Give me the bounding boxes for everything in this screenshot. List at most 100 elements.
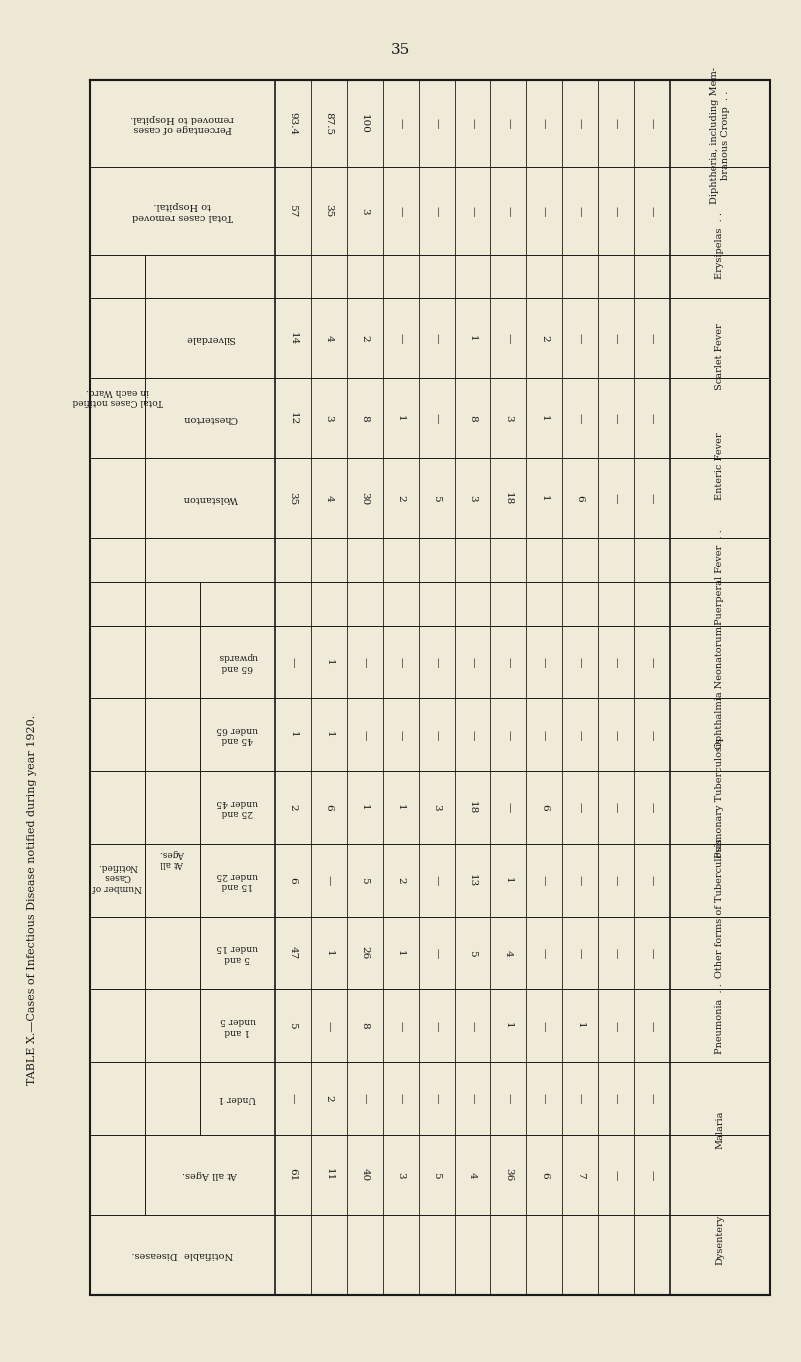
Text: —: —: [647, 1170, 657, 1179]
Text: Silverdale: Silverdale: [185, 334, 235, 343]
Text: —: —: [540, 118, 549, 129]
Text: 1: 1: [396, 415, 405, 422]
Bar: [90, 80, 770, 1295]
Text: Wolstanton: Wolstanton: [183, 494, 238, 503]
Text: —: —: [540, 1020, 549, 1031]
Text: —: —: [432, 1020, 441, 1031]
Text: Chesterton: Chesterton: [183, 414, 237, 422]
Text: Dysentery: Dysentery: [715, 1215, 724, 1265]
Text: Diphtheria, including Mem-
branous Croup  . .: Diphtheria, including Mem- branous Croup…: [710, 67, 730, 204]
Text: 45 and
under 65: 45 and under 65: [216, 725, 259, 745]
Text: —: —: [504, 1094, 513, 1103]
Text: 3: 3: [468, 494, 477, 501]
Text: 2: 2: [360, 335, 369, 342]
Text: Notifiable  Diseases.: Notifiable Diseases.: [131, 1250, 233, 1260]
Text: —: —: [396, 730, 405, 740]
Text: —: —: [647, 118, 657, 129]
Text: —: —: [612, 802, 621, 813]
Text: —: —: [647, 334, 657, 343]
Text: —: —: [432, 206, 441, 217]
Text: —: —: [432, 730, 441, 740]
Text: —: —: [504, 334, 513, 343]
Text: 8: 8: [360, 1023, 369, 1030]
Text: —: —: [647, 948, 657, 959]
Text: —: —: [576, 334, 585, 343]
Text: —: —: [504, 118, 513, 129]
Text: Pneumonia  . .: Pneumonia . .: [715, 983, 724, 1054]
Text: —: —: [468, 118, 477, 129]
Text: —: —: [504, 730, 513, 740]
Text: 5: 5: [468, 949, 477, 956]
Text: 18: 18: [504, 492, 513, 505]
Text: —: —: [576, 413, 585, 424]
Text: —: —: [612, 656, 621, 667]
Text: —: —: [647, 802, 657, 813]
Text: —: —: [647, 413, 657, 424]
Text: At all
Ages.: At all Ages.: [160, 849, 185, 868]
Text: 5: 5: [288, 1023, 297, 1030]
Text: 8: 8: [468, 415, 477, 422]
Text: 4: 4: [324, 494, 333, 501]
Text: —: —: [432, 1094, 441, 1103]
Text: —: —: [647, 206, 657, 217]
Text: —: —: [396, 118, 405, 129]
Text: 8: 8: [360, 415, 369, 422]
Text: —: —: [647, 493, 657, 504]
Text: 2: 2: [324, 1095, 333, 1102]
Text: Scarlet Fever: Scarlet Fever: [715, 323, 724, 390]
Text: —: —: [612, 1094, 621, 1103]
Text: —: —: [576, 876, 585, 885]
Text: Pulmonary Tuberculosis: Pulmonary Tuberculosis: [715, 738, 724, 858]
Text: 6: 6: [324, 804, 333, 810]
Text: —: —: [360, 1094, 369, 1103]
Text: —: —: [647, 1094, 657, 1103]
Text: 18: 18: [468, 801, 477, 814]
Text: 1: 1: [576, 1023, 585, 1030]
Text: 57: 57: [288, 204, 297, 218]
Text: 6: 6: [288, 877, 297, 884]
Text: —: —: [432, 334, 441, 343]
Text: 87.5: 87.5: [324, 112, 333, 135]
Text: 26: 26: [360, 947, 369, 960]
Text: Total Cases notified
in each Ward.: Total Cases notified in each Ward.: [72, 387, 163, 406]
Text: 4: 4: [468, 1171, 477, 1178]
Text: Erysipelas  . .: Erysipelas . .: [715, 212, 724, 279]
Text: —: —: [612, 876, 621, 885]
Text: 2: 2: [396, 494, 405, 501]
Text: 6: 6: [576, 494, 585, 501]
Text: —: —: [576, 656, 585, 667]
Text: 1 and
under 5: 1 and under 5: [219, 1016, 256, 1035]
Text: 14: 14: [288, 332, 297, 345]
Text: —: —: [576, 802, 585, 813]
Text: —: —: [432, 656, 441, 667]
Text: Under 1: Under 1: [219, 1094, 256, 1103]
Text: —: —: [540, 1094, 549, 1103]
Text: —: —: [612, 1170, 621, 1179]
Text: 93.4: 93.4: [288, 112, 297, 135]
Text: 1: 1: [396, 804, 405, 810]
Text: —: —: [647, 730, 657, 740]
Text: —: —: [647, 876, 657, 885]
Text: —: —: [396, 334, 405, 343]
Text: 5: 5: [432, 494, 441, 501]
Text: 3: 3: [504, 415, 513, 422]
Text: 3: 3: [360, 207, 369, 214]
Text: 35: 35: [288, 492, 297, 505]
Text: Percentage of cases
removed to Hospital.: Percentage of cases removed to Hospital.: [131, 114, 235, 133]
Text: —: —: [396, 1020, 405, 1031]
Text: —: —: [432, 948, 441, 959]
Text: 4: 4: [324, 335, 333, 342]
Text: Malaria: Malaria: [715, 1110, 724, 1148]
Text: —: —: [504, 206, 513, 217]
Text: —: —: [540, 876, 549, 885]
Text: 47: 47: [288, 947, 297, 960]
Text: —: —: [324, 1020, 333, 1031]
Text: 30: 30: [360, 492, 369, 505]
Text: —: —: [468, 656, 477, 667]
Text: 3: 3: [396, 1171, 405, 1178]
Text: —: —: [432, 413, 441, 424]
Text: Number of
Cases
Notified.: Number of Cases Notified.: [93, 862, 143, 892]
Text: 1: 1: [504, 877, 513, 884]
Text: 3: 3: [432, 804, 441, 810]
Text: 65 and
upwards: 65 and upwards: [218, 652, 257, 671]
